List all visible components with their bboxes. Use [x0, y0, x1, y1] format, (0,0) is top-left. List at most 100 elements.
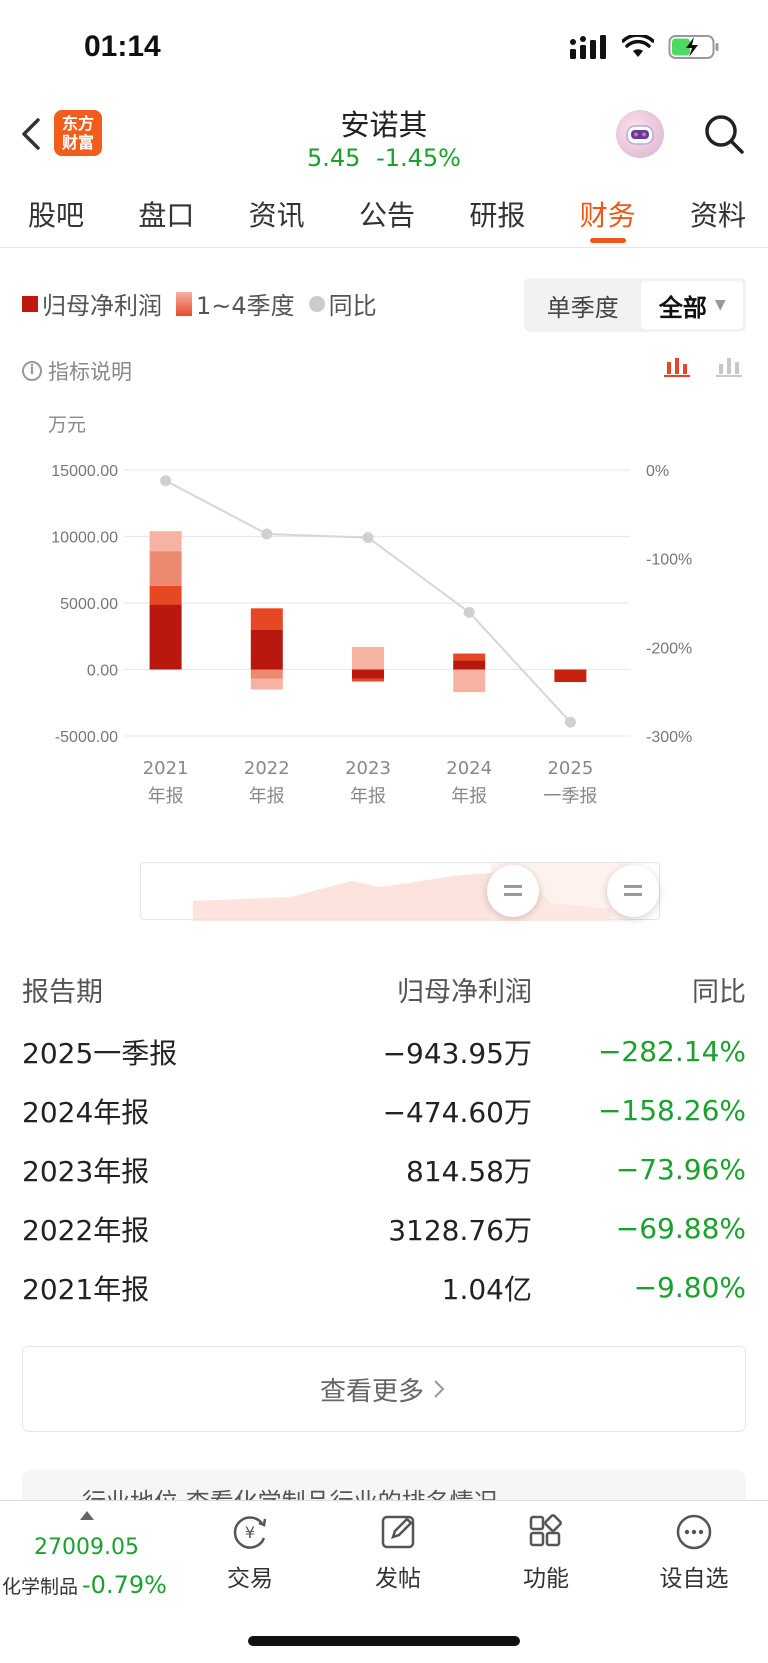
bottom-toolbar: 27009.05 化学制品 -0.79% ¥ 交易 发帖 功能 [0, 1500, 768, 1663]
nav-trade[interactable]: ¥ 交易 [200, 1511, 300, 1593]
table-header: 报告期 归母净利润 同比 [22, 970, 746, 1022]
nav-add-watchlist[interactable]: 设自选 [644, 1511, 744, 1593]
table-row[interactable]: 2024年报 −474.60万 −158.26% [22, 1081, 746, 1140]
indicator-explanation[interactable]: i 指标说明 [22, 356, 132, 386]
bar-chart-icon[interactable] [716, 356, 742, 378]
bar-segment [352, 678, 384, 682]
range-overview-sparkline [193, 863, 631, 921]
legend-swatch-net-profit [22, 295, 38, 312]
tab-news[interactable]: 资讯 [248, 199, 305, 232]
assistant-robot-avatar[interactable] [616, 110, 664, 158]
nav-trade-label: 交易 [227, 1566, 273, 1592]
yoy-point [261, 528, 273, 540]
industry-rank-card[interactable]: 行业地位 查看化学制品行业的排名情况 [22, 1470, 746, 1500]
table-row[interactable]: 2021年报 1.04亿 −9.80% [22, 1258, 746, 1317]
caret-down-icon: ▼ [714, 297, 726, 313]
battery-charging-icon [668, 35, 719, 59]
row-net-profit: 814.58万 [406, 1154, 532, 1188]
bar-segment [149, 531, 182, 552]
y2-tick-label: -100% [646, 552, 692, 569]
wifi-icon [622, 35, 654, 57]
nav-post-label: 发帖 [375, 1566, 421, 1592]
x-tick-label: 2022 [244, 758, 290, 779]
compose-icon [381, 1515, 415, 1549]
industry-index-label: 化学制品 -0.79% [2, 1571, 167, 1599]
trade-yen-icon: ¥ [233, 1516, 267, 1549]
legend-quarters-label: 1~4季度 [196, 292, 295, 320]
table-row[interactable]: 2025一季报 −943.95万 −282.14% [22, 1022, 746, 1081]
x-tick-label: 年报 [249, 786, 285, 807]
row-yoy: −282.14% [597, 1035, 746, 1068]
stock-price: 5.45 [307, 144, 361, 172]
row-period: 2021年报 [22, 1272, 150, 1306]
y-tick-label: 10000.00 [51, 530, 118, 547]
back-chevron-icon[interactable] [16, 114, 46, 154]
legend-net-profit-label: 归母净利润 [42, 292, 162, 320]
range-slider[interactable] [140, 862, 660, 921]
table-row[interactable]: 2023年报 814.58万 −73.96% [22, 1140, 746, 1199]
x-tick-label: 2025 [547, 758, 593, 779]
eastmoney-logo[interactable]: 东方 财富 [54, 110, 102, 156]
logo-line-1: 东方 [61, 114, 94, 133]
y-tick-label: -5000.00 [55, 729, 118, 746]
nav-functions[interactable]: 功能 [496, 1511, 596, 1593]
legend-swatch-quarters [176, 291, 192, 316]
search-icon[interactable] [702, 112, 746, 156]
signal-icon [570, 35, 606, 59]
y-tick-label: 5000.00 [60, 596, 118, 613]
single-quarter-option[interactable]: 单季度 [546, 293, 619, 322]
row-period: 2025一季报 [22, 1036, 178, 1070]
y2-tick-label: 0% [646, 463, 669, 480]
all-periods-dropdown[interactable]: 全部 ▼ [641, 281, 743, 329]
apps-grid-icon [529, 1514, 562, 1547]
net-profit-chart: 15000.00 10000.00 5000.00 0.00 -5000.00 0% -10… [51, 463, 692, 807]
row-net-profit: −943.95万 [382, 1036, 532, 1070]
table-row[interactable]: 2022年报 3128.76万 −69.88% [22, 1199, 746, 1258]
x-tick-label: 2021 [143, 758, 189, 779]
nav-post[interactable]: 发帖 [348, 1511, 448, 1593]
bar-segment [250, 669, 283, 679]
stock-quote: 5.45 -1.45% [0, 144, 768, 172]
y2-tick-label: -300% [646, 729, 692, 746]
info-icon: i [22, 361, 42, 381]
tab-pankou[interactable]: 盘口 [138, 199, 195, 232]
tab-profile[interactable]: 资料 [689, 199, 746, 232]
legend-swatch-yoy [308, 295, 325, 312]
row-period: 2024年报 [22, 1095, 150, 1129]
row-net-profit: 1.04亿 [441, 1272, 532, 1306]
row-net-profit: −474.60万 [382, 1095, 532, 1129]
industry-change: -0.79% [82, 1571, 167, 1599]
range-handle-left[interactable] [487, 865, 539, 917]
stacked-bar-chart-icon[interactable] [664, 356, 690, 378]
nav-functions-label: 功能 [523, 1566, 569, 1592]
bar-segment [149, 551, 182, 586]
row-yoy: −69.88% [615, 1212, 746, 1245]
view-more-button[interactable]: 查看更多 [22, 1346, 746, 1432]
tab-research[interactable]: 研报 [469, 199, 526, 232]
robot-icon [626, 125, 654, 145]
tab-guba[interactable]: 股吧 [28, 199, 85, 232]
yoy-point [564, 716, 576, 728]
x-tick-label: 一季报 [543, 786, 597, 807]
row-yoy: −9.80% [633, 1271, 746, 1304]
profit-table: 报告期 归母净利润 同比 2025一季报 −943.95万 −282.14% 2… [22, 970, 746, 1317]
nav-add-watchlist-label: 设自选 [659, 1566, 729, 1592]
yoy-point [362, 532, 374, 544]
header-net-profit: 归母净利润 [397, 977, 532, 1008]
row-net-profit: 3128.76万 [388, 1213, 532, 1247]
tab-finance[interactable]: 财务 [580, 186, 636, 247]
legend-yoy-label: 同比 [328, 292, 377, 320]
stock-name: 安诺其 [340, 108, 428, 142]
range-handle-right[interactable] [607, 865, 659, 917]
y-tick-label: 15000.00 [51, 463, 118, 480]
legend-net-profit: 归母净利润 [22, 286, 162, 321]
chevron-right-icon [434, 1380, 445, 1398]
x-tick-label: 2023 [345, 758, 391, 779]
bar-segment [250, 629, 283, 670]
yoy-line [165, 479, 572, 723]
legend-quarters: 1~4季度 [176, 286, 295, 321]
status-time: 01:14 [84, 30, 161, 63]
bar-segment [250, 608, 283, 630]
more-dots-icon [676, 1514, 712, 1550]
tab-announcements[interactable]: 公告 [358, 199, 415, 232]
